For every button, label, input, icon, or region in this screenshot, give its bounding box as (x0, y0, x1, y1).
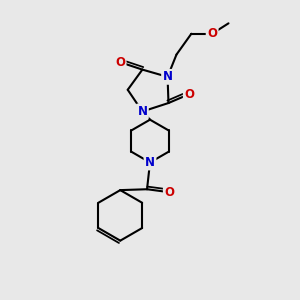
Text: N: N (145, 156, 155, 169)
Text: N: N (163, 70, 172, 83)
Text: O: O (207, 27, 217, 40)
Text: N: N (137, 105, 147, 118)
Text: O: O (184, 88, 194, 100)
Text: O: O (164, 186, 174, 199)
Text: O: O (115, 56, 125, 69)
